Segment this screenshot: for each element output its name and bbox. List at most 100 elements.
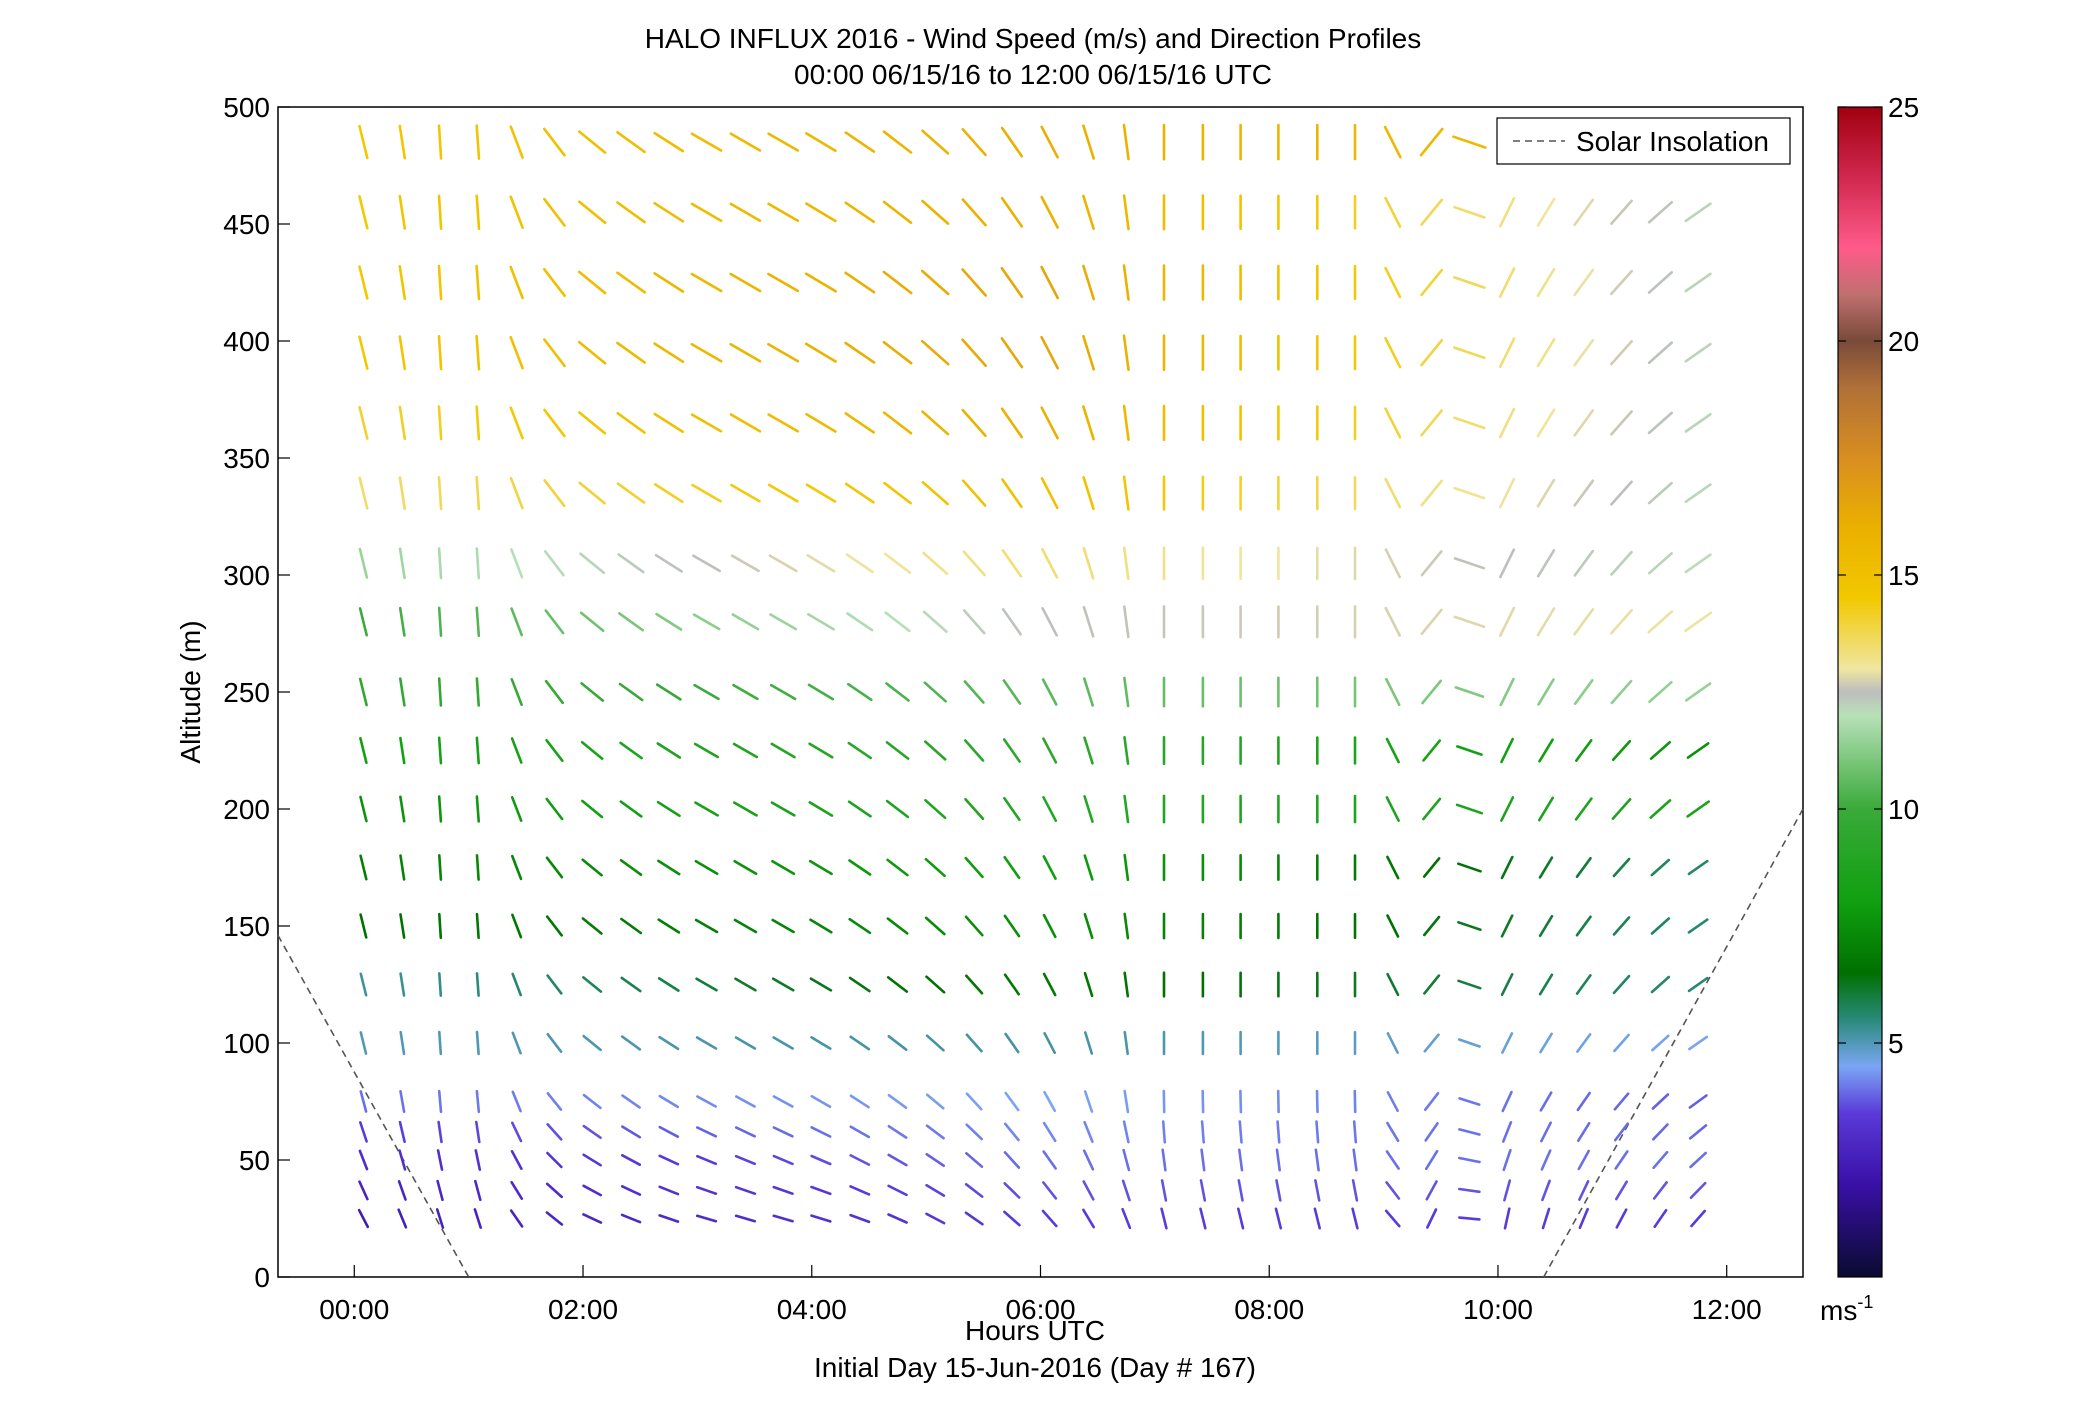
wind-vector [475,124,481,160]
wind-vector [847,800,872,818]
wind-vector [849,1094,870,1109]
wind-vectors [357,123,1714,1230]
wind-vector [1004,1032,1020,1054]
wind-vector [1199,1207,1207,1230]
wind-vector [475,334,481,371]
wind-vector [510,854,523,881]
wind-vector [729,202,762,222]
wind-vector [1123,912,1130,940]
wind-vector [805,132,837,153]
wind-vector [964,974,984,995]
wind-vector [510,548,524,579]
wind-vector [693,683,720,701]
wind-vector [653,412,685,434]
wind-vector [546,1092,563,1111]
wind-vector [1575,915,1592,937]
x-axis-secondary-label: Initial Day 15-Jun-2016 (Day # 167) [814,1352,1256,1383]
wind-vector [621,1094,641,1109]
wind-vector [1083,854,1094,881]
wind-vector [437,606,443,638]
wind-vector [655,612,683,631]
y-tick-label: 0 [254,1262,270,1293]
wind-vector [1384,407,1402,439]
wind-vector [511,1090,522,1113]
wind-vector [1082,605,1095,638]
wind-vector [509,265,524,300]
wind-vector [1123,971,1130,998]
wind-vector [1458,1187,1481,1194]
wind-vector [1689,1151,1707,1169]
wind-vector [886,976,909,993]
wind-vector [1575,739,1593,762]
wind-vector [546,1033,563,1053]
wind-vector [1500,737,1514,764]
wind-vector [358,677,368,707]
wind-vector [1684,272,1712,293]
wind-vector [358,476,369,510]
wind-vector [545,1211,564,1226]
wind-vector [1687,976,1709,993]
wind-vector [1199,1179,1207,1202]
wind-vector [1453,557,1486,570]
wind-vector [732,683,759,701]
wind-vector [1082,546,1095,580]
wind-vector [437,912,443,940]
wind-vector [658,1125,680,1138]
wind-vector [1690,1209,1706,1228]
wind-vector [962,550,986,577]
wind-vector [886,858,909,877]
wind-vector [695,1185,718,1195]
wind-vector [965,1123,984,1141]
colorbar-unit-label: ms-1 [1820,1292,1873,1326]
wind-vector [653,342,685,364]
wind-vector [733,859,758,876]
wind-vector [730,483,761,503]
wind-vector [1573,549,1594,577]
wind-vector [1500,855,1514,880]
wind-vector [582,1184,603,1197]
wind-vector [1650,917,1671,935]
wind-vector [579,611,605,633]
wind-vector [767,413,800,433]
wind-vector [1003,855,1021,880]
wind-vector [1614,1150,1629,1170]
wind-vector [772,1036,794,1050]
wind-vector [1121,1207,1132,1230]
wind-vector [1612,916,1631,936]
wind-vector [398,677,406,707]
wind-vector [653,202,685,223]
wind-vector [924,798,947,820]
wind-vector [399,854,406,881]
wind-vector [1043,1032,1056,1054]
wind-vector [1573,268,1595,297]
wind-vector [1083,1090,1094,1113]
wind-vector [657,859,681,876]
wind-vector [693,742,720,759]
wind-vector [359,1090,368,1113]
wind-vector [809,918,833,934]
y-tick-label: 200 [223,794,270,825]
wind-vector [808,742,834,759]
wind-vector [882,270,913,295]
wind-vector [1610,480,1633,506]
wind-vector [695,977,718,992]
wind-vector [1538,856,1554,879]
wind-vector [731,613,760,631]
wind-vector [887,1125,908,1139]
colorbar: 5 10 15 20 25 ms-1 [1820,92,1919,1326]
wind-vector [616,271,647,294]
wind-vector [1042,1181,1058,1200]
wind-vector [1424,1092,1440,1111]
wind-vector [1352,1148,1358,1172]
wind-vector [399,1030,406,1056]
wind-vector [690,202,723,222]
wind-vector [885,741,910,760]
wind-vector [1610,410,1633,436]
wind-vector [961,268,988,297]
wind-vector [398,264,407,301]
wind-vector [1238,1148,1244,1172]
wind-vector [1651,1034,1670,1052]
wind-vector [1612,974,1631,995]
wind-vector [1386,1032,1399,1054]
wind-vector [1042,737,1058,764]
